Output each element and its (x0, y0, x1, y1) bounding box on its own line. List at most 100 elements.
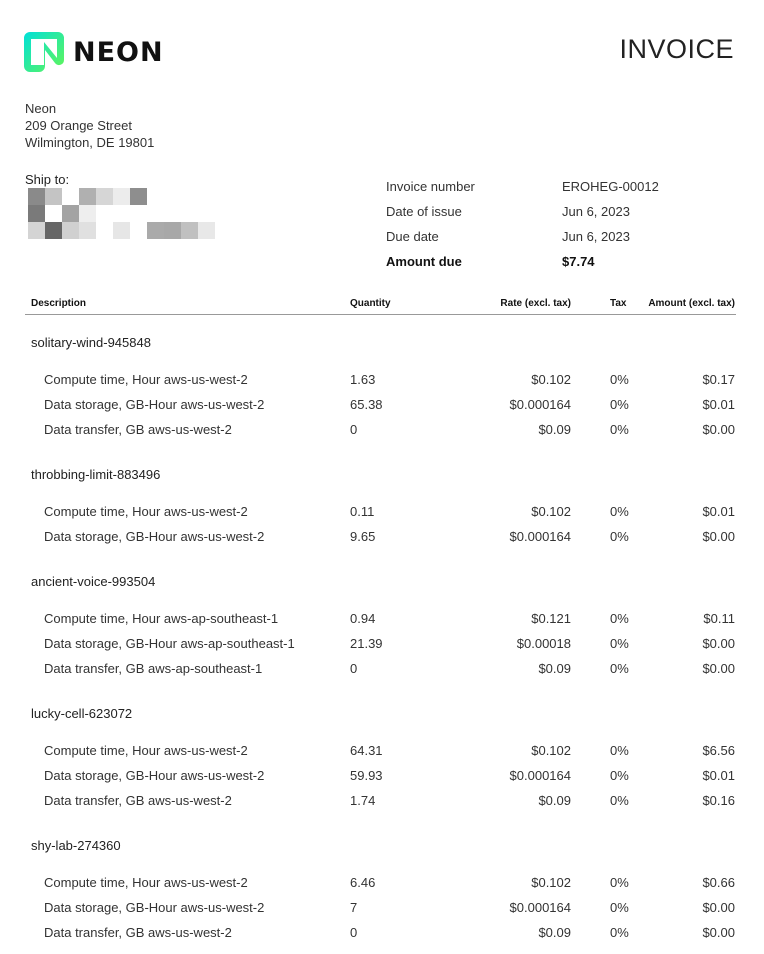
redaction-pixel (45, 188, 62, 205)
redacted-ship-to-address (28, 188, 218, 239)
cell-amount: $0.00 (702, 422, 735, 437)
cell-amount: $0.00 (702, 900, 735, 915)
cell-amount: $6.56 (702, 743, 735, 758)
invoice-meta: Invoice number EROHEG-00012 Date of issue J… (386, 174, 659, 274)
cell-quantity: 0 (350, 422, 358, 437)
neon-logo-icon (24, 32, 64, 72)
cell-amount: $0.00 (702, 661, 735, 676)
cell-description: Data storage, GB-Hour aws-ap-southeast-1 (44, 636, 295, 651)
cell-rate: $0.09 (538, 661, 571, 676)
redaction-pixel (198, 222, 215, 239)
meta-value: Jun 6, 2023 (562, 229, 630, 244)
cell-tax: 0% (610, 529, 629, 544)
cell-quantity: 0 (350, 925, 358, 940)
cell-rate: $0.102 (531, 504, 571, 519)
cell-amount: $0.01 (702, 768, 735, 783)
address-line: Wilmington, DE 19801 (25, 135, 155, 150)
cell-amount: $0.17 (702, 372, 735, 387)
meta-row: Amount due $7.74 (386, 249, 659, 274)
project-name: ancient-voice-993504 (31, 574, 156, 589)
cell-tax: 0% (610, 636, 629, 651)
meta-row: Date of issue Jun 6, 2023 (386, 199, 659, 224)
cell-rate: $0.102 (531, 875, 571, 890)
cell-quantity: 65.38 (350, 397, 383, 412)
neon-logo: NEON (24, 32, 164, 72)
redaction-pixel (130, 188, 147, 205)
redaction-pixel (113, 222, 130, 239)
redaction-pixel (45, 222, 62, 239)
header-tax: Tax (610, 298, 627, 309)
brand-name: NEON (73, 36, 164, 68)
cell-rate: $0.09 (538, 925, 571, 940)
redaction-pixel (164, 222, 181, 239)
redaction-pixel (28, 205, 45, 222)
cell-quantity: 1.63 (350, 372, 376, 387)
cell-amount: $0.11 (703, 611, 735, 626)
cell-amount: $0.16 (702, 793, 735, 808)
cell-rate: $0.102 (531, 743, 571, 758)
meta-row: Invoice number EROHEG-00012 (386, 174, 659, 199)
cell-description: Compute time, Hour aws-us-west-2 (44, 504, 248, 519)
redaction-pixel (147, 222, 164, 239)
cell-description: Compute time, Hour aws-us-west-2 (44, 372, 248, 387)
cell-rate: $0.09 (538, 793, 571, 808)
meta-label: Date of issue (386, 204, 462, 219)
cell-quantity: 64.31 (350, 743, 383, 758)
cell-amount: $0.01 (702, 397, 735, 412)
cell-quantity: 1.74 (350, 793, 376, 808)
cell-tax: 0% (610, 793, 629, 808)
cell-amount: $0.01 (702, 504, 735, 519)
redaction-pixel (96, 188, 113, 205)
cell-tax: 0% (610, 422, 629, 437)
cell-rate: $0.000164 (509, 768, 571, 783)
cell-tax: 0% (610, 372, 629, 387)
redaction-pixel (62, 222, 79, 239)
cell-tax: 0% (610, 925, 629, 940)
cell-tax: 0% (610, 611, 629, 626)
cell-amount: $0.00 (702, 925, 735, 940)
cell-tax: 0% (610, 397, 629, 412)
cell-description: Data transfer, GB aws-us-west-2 (44, 422, 232, 437)
redaction-pixel (62, 205, 79, 222)
cell-rate: $0.121 (531, 611, 571, 626)
cell-amount: $0.00 (702, 529, 735, 544)
redaction-pixel (113, 188, 130, 205)
cell-description: Compute time, Hour aws-us-west-2 (44, 875, 248, 890)
cell-tax: 0% (610, 743, 629, 758)
redaction-pixel (79, 188, 96, 205)
cell-tax: 0% (610, 875, 629, 890)
cell-description: Data storage, GB-Hour aws-us-west-2 (44, 397, 265, 412)
redaction-pixel (28, 188, 45, 205)
redaction-pixel (79, 222, 96, 239)
meta-value: EROHEG-00012 (562, 179, 659, 194)
meta-label: Due date (386, 229, 439, 244)
cell-rate: $0.09 (538, 422, 571, 437)
cell-description: Compute time, Hour aws-ap-southeast-1 (44, 611, 279, 626)
cell-tax: 0% (610, 768, 629, 783)
cell-amount: $0.66 (702, 875, 735, 890)
cell-quantity: 9.65 (350, 529, 376, 544)
cell-tax: 0% (610, 504, 629, 519)
meta-value: Jun 6, 2023 (562, 204, 630, 219)
meta-label: Amount due (386, 254, 462, 269)
cell-rate: $0.102 (531, 372, 571, 387)
cell-tax: 0% (610, 900, 629, 915)
header-amount: Amount (excl. tax) (648, 298, 735, 309)
cell-quantity: 59.93 (350, 768, 383, 783)
cell-description: Data storage, GB-Hour aws-us-west-2 (44, 768, 265, 783)
project-name: shy-lab-274360 (31, 838, 121, 853)
meta-label: Invoice number (386, 179, 475, 194)
page-title: INVOICE (619, 34, 734, 64)
cell-rate: $0.000164 (509, 397, 571, 412)
cell-rate: $0.000164 (509, 529, 571, 544)
cell-description: Data transfer, GB aws-us-west-2 (44, 925, 232, 940)
ship-to-label: Ship to: (25, 172, 70, 187)
cell-quantity: 21.39 (350, 636, 383, 651)
cell-description: Data transfer, GB aws-ap-southeast-1 (44, 661, 263, 676)
address-line: 209 Orange Street (25, 118, 132, 133)
cell-description: Data storage, GB-Hour aws-us-west-2 (44, 900, 265, 915)
header-quantity: Quantity (350, 298, 391, 309)
header-description: Description (31, 298, 87, 309)
header-divider (25, 314, 736, 315)
cell-rate: $0.00018 (516, 636, 571, 651)
